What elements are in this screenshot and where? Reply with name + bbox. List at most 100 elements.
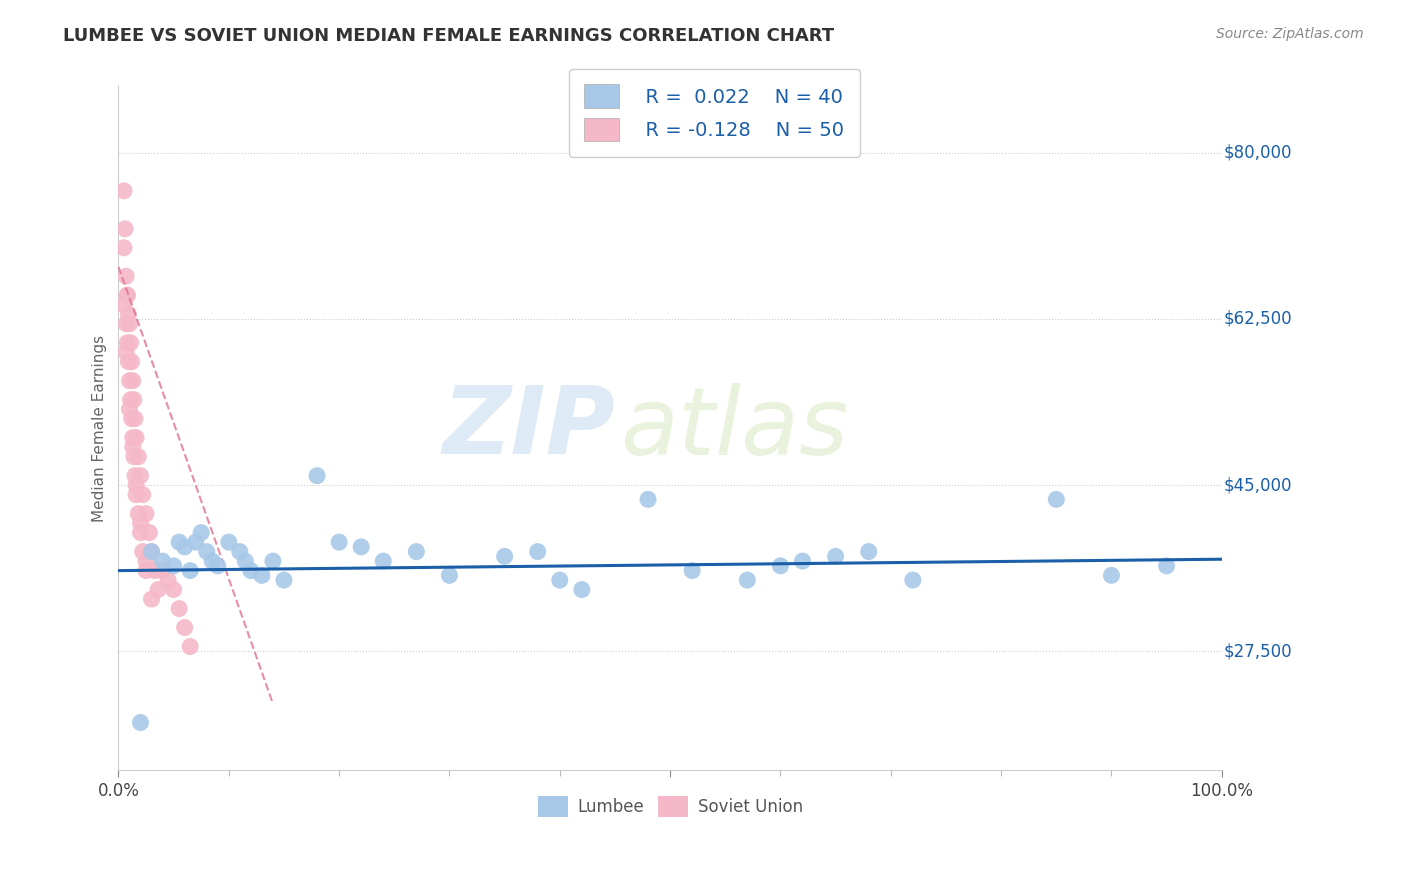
- Point: [405, 544, 427, 558]
- Point: [122, 450, 145, 464]
- Point: [218, 535, 240, 549]
- Point: [127, 507, 149, 521]
- Point: [239, 564, 262, 578]
- Point: [121, 431, 143, 445]
- Point: [195, 544, 218, 558]
- Point: [162, 582, 184, 597]
- Point: [117, 355, 139, 369]
- Point: [526, 544, 548, 558]
- Point: [121, 355, 143, 369]
- Point: [141, 592, 163, 607]
- Point: [121, 440, 143, 454]
- Point: [901, 573, 924, 587]
- Point: [439, 568, 461, 582]
- Text: ZIP: ZIP: [441, 382, 614, 475]
- Text: LUMBEE VS SOVIET UNION MEDIAN FEMALE EARNINGS CORRELATION CHART: LUMBEE VS SOVIET UNION MEDIAN FEMALE EAR…: [63, 27, 834, 45]
- Point: [273, 573, 295, 587]
- Point: [737, 573, 759, 587]
- Point: [129, 516, 152, 530]
- Point: [117, 288, 139, 302]
- Point: [125, 431, 148, 445]
- Point: [135, 554, 157, 568]
- Point: [121, 411, 143, 425]
- Point: [179, 640, 201, 654]
- Point: [146, 582, 169, 597]
- Point: [167, 601, 190, 615]
- Point: [152, 564, 174, 578]
- Point: [121, 374, 143, 388]
- Point: [637, 492, 659, 507]
- Point: [127, 450, 149, 464]
- Point: [129, 525, 152, 540]
- Point: [229, 544, 252, 558]
- Point: [118, 402, 141, 417]
- Point: [124, 411, 146, 425]
- Text: $62,500: $62,500: [1225, 310, 1292, 328]
- Text: $45,000: $45,000: [1225, 476, 1292, 494]
- Point: [125, 488, 148, 502]
- Point: [571, 582, 593, 597]
- Point: [141, 544, 163, 558]
- Text: $27,500: $27,500: [1225, 642, 1292, 660]
- Point: [114, 221, 136, 235]
- Point: [1156, 558, 1178, 573]
- Point: [112, 184, 135, 198]
- Point: [125, 478, 148, 492]
- Point: [117, 335, 139, 350]
- Point: [120, 392, 142, 407]
- Point: [167, 535, 190, 549]
- Point: [373, 554, 395, 568]
- Point: [118, 374, 141, 388]
- Point: [112, 298, 135, 312]
- Point: [122, 392, 145, 407]
- Point: [858, 544, 880, 558]
- Point: [115, 269, 138, 284]
- Point: [207, 558, 229, 573]
- Text: Source: ZipAtlas.com: Source: ZipAtlas.com: [1216, 27, 1364, 41]
- Point: [157, 573, 180, 587]
- Point: [129, 715, 152, 730]
- Point: [1099, 568, 1122, 582]
- Legend: Lumbee, Soviet Union: Lumbee, Soviet Union: [531, 789, 810, 823]
- Y-axis label: Median Female Earnings: Median Female Earnings: [93, 334, 107, 522]
- Point: [769, 558, 792, 573]
- Point: [162, 558, 184, 573]
- Point: [179, 564, 201, 578]
- Point: [1045, 492, 1067, 507]
- Point: [112, 241, 135, 255]
- Point: [132, 488, 155, 502]
- Point: [135, 507, 157, 521]
- Point: [350, 540, 373, 554]
- Point: [129, 468, 152, 483]
- Text: $80,000: $80,000: [1225, 144, 1292, 161]
- Point: [548, 573, 571, 587]
- Point: [233, 554, 256, 568]
- Point: [494, 549, 516, 564]
- Point: [117, 307, 139, 321]
- Point: [138, 525, 160, 540]
- Point: [120, 335, 142, 350]
- Point: [681, 564, 703, 578]
- Point: [184, 535, 207, 549]
- Point: [118, 317, 141, 331]
- Point: [132, 544, 155, 558]
- Point: [190, 525, 212, 540]
- Point: [824, 549, 846, 564]
- Point: [135, 564, 157, 578]
- Point: [250, 568, 273, 582]
- Point: [115, 345, 138, 359]
- Point: [173, 540, 195, 554]
- Point: [792, 554, 814, 568]
- Point: [173, 621, 195, 635]
- Point: [152, 554, 174, 568]
- Text: atlas: atlas: [620, 383, 849, 474]
- Point: [143, 564, 166, 578]
- Point: [305, 468, 328, 483]
- Point: [117, 288, 139, 302]
- Point: [141, 544, 163, 558]
- Point: [201, 554, 224, 568]
- Point: [328, 535, 350, 549]
- Point: [124, 468, 146, 483]
- Point: [115, 317, 138, 331]
- Point: [262, 554, 284, 568]
